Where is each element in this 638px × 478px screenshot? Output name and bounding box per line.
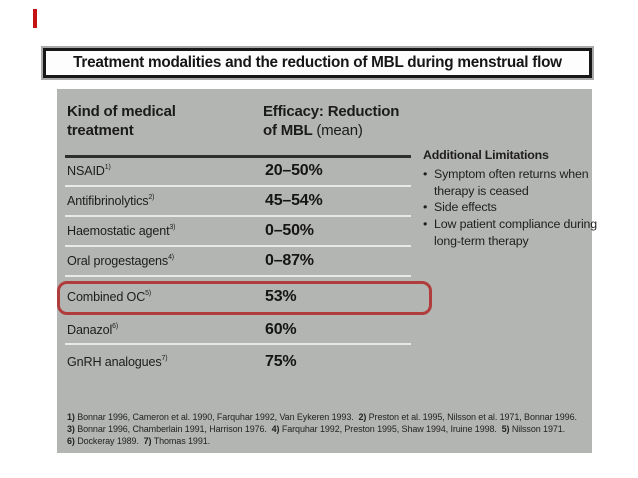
column-header-efficacy-line1: Efficacy: Reduction	[263, 103, 400, 120]
reference-text: Nilsson 1971.	[509, 424, 566, 435]
treatment-label: Danazol6)	[67, 323, 119, 337]
reference-text: Thomas 1991.	[151, 436, 211, 447]
footnote-marker: 4)	[168, 254, 174, 262]
slide-title-box: Treatment modalities and the reduction o…	[43, 48, 592, 78]
reference-number: 3)	[67, 424, 75, 435]
reference-line: 1) Bonnar 1996, Cameron et al. 1990, Far…	[67, 411, 587, 423]
treatment-table: NSAID1) 20–50% Antifibrinolytics2) 45–54% Ha…	[65, 157, 411, 379]
reference-number: 4)	[271, 424, 280, 435]
reference-text: Bonnar 1996, Chamberlain 1991, Harrison …	[74, 424, 272, 435]
limitation-item: Symptom often returns when therapy is ce…	[423, 166, 599, 200]
column-header-treatment-line2: treatment	[67, 122, 134, 139]
efficacy-value: 20–50%	[265, 162, 323, 179]
limitations-title: Additional Limitations	[423, 148, 549, 162]
reference-text: Farquhar 1992, Preston 1995, Shaw 1994, …	[279, 424, 502, 435]
table-row: NSAID1) 20–50%	[65, 157, 411, 187]
limitations-list: Symptom often returns when therapy is ce…	[423, 166, 599, 250]
limitation-item: Side effects	[423, 199, 599, 216]
footnote-marker: 5)	[145, 290, 152, 298]
slide-title: Treatment modalities and the reduction o…	[73, 54, 562, 71]
treatment-label: GnRH analogues7)	[67, 355, 168, 369]
table-row: Antifibrinolytics2) 45–54%	[65, 187, 411, 217]
efficacy-value: 0–50%	[265, 222, 314, 239]
footnote-marker: 2)	[148, 194, 155, 202]
footnote-marker: 7)	[161, 355, 168, 363]
table-row: GnRH analogues7) 75%	[65, 345, 411, 379]
treatment-label: NSAID1)	[67, 164, 111, 178]
treatment-label: Haemostatic agent3)	[67, 224, 176, 238]
column-header-treatment: Kind of medical treatment	[67, 102, 176, 140]
reference-text: Dockeray 1989.	[74, 436, 144, 447]
red-accent-mark	[33, 9, 37, 28]
reference-number: 1)	[67, 412, 75, 422]
reference-number: 6)	[67, 436, 75, 447]
limitation-item: Low patient compliance during long-term …	[423, 216, 599, 250]
efficacy-value: 53%	[265, 288, 297, 305]
efficacy-value: 75%	[265, 353, 297, 370]
reference-text: Bonnar 1996, Cameron et al. 1990, Farquh…	[74, 412, 359, 422]
reference-line: 6) Dockeray 1989. 7) Thomas 1991.	[67, 435, 587, 447]
footnote-marker: 6)	[112, 323, 119, 331]
column-header-treatment-line1: Kind of medical	[67, 103, 176, 120]
table-row: Oral progestagens4) 0–87%	[65, 247, 411, 277]
table-row: Danazol6) 60%	[65, 317, 411, 345]
column-header-efficacy: Efficacy: Reduction of MBL (mean)	[263, 102, 399, 140]
footnote-marker: 1)	[104, 164, 111, 172]
table-panel: Kind of medical treatment Efficacy: Redu…	[57, 89, 597, 453]
table-header-rule	[65, 155, 411, 158]
footnote-marker: 3)	[169, 224, 176, 232]
reference-number: 5)	[501, 424, 510, 435]
treatment-label: Combined OC5)	[67, 290, 152, 304]
table-row: Combined OC5) 53%	[65, 277, 411, 317]
limitations-panel: Additional Limitations Symptom often ret…	[423, 147, 599, 250]
efficacy-value: 60%	[265, 321, 297, 338]
reference-number: 7)	[143, 436, 152, 447]
reference-text: Preston et al. 1995, Nilsson et al. 1971…	[366, 412, 577, 422]
efficacy-value: 45–54%	[265, 192, 323, 209]
column-header-efficacy-line2: of MBL (mean)	[263, 122, 363, 139]
treatment-label: Antifibrinolytics2)	[67, 194, 155, 208]
reference-line: 3) Bonnar 1996, Chamberlain 1991, Harris…	[67, 423, 587, 435]
references: 1) Bonnar 1996, Cameron et al. 1990, Far…	[67, 411, 587, 448]
efficacy-value: 0–87%	[265, 252, 314, 269]
reference-number: 2)	[358, 412, 367, 422]
table-row: Haemostatic agent3) 0–50%	[65, 217, 411, 247]
treatment-label: Oral progestagens4)	[67, 254, 174, 268]
